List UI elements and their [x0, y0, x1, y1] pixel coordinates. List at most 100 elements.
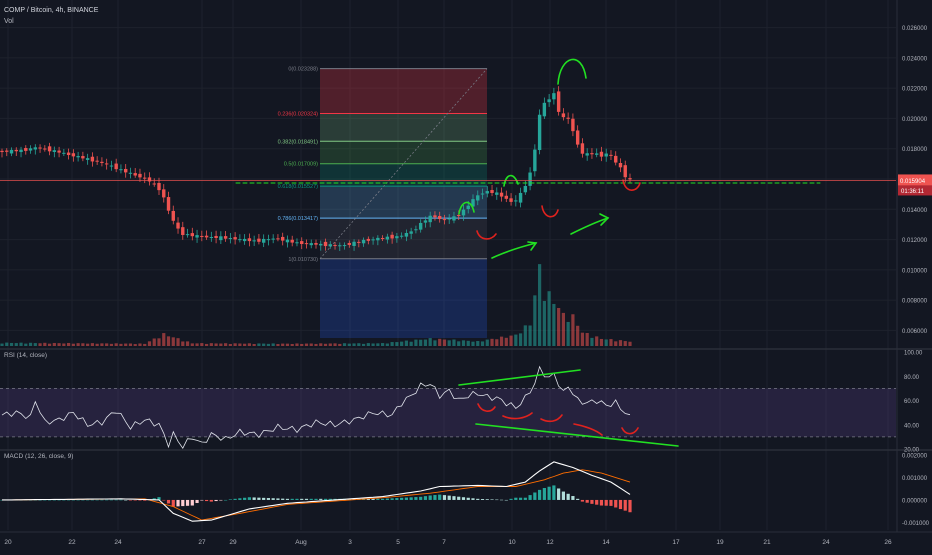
- macd-histogram-bar: [609, 499, 613, 506]
- time-axis-label: 19: [716, 539, 724, 546]
- candle-body: [162, 189, 166, 198]
- candle-body: [190, 233, 195, 237]
- volume-bar: [14, 343, 18, 346]
- candlestick-series: [0, 86, 632, 251]
- volume-bar: [319, 343, 323, 346]
- candle-body: [233, 237, 237, 240]
- macd-axis-label: 0.002000: [902, 454, 928, 460]
- fib-projection-zone: [320, 258, 487, 338]
- volume-bar: [176, 338, 180, 346]
- candle-body: [575, 130, 580, 145]
- volume-bar: [490, 338, 494, 346]
- fib-level-label: 0.786(0.013417): [278, 216, 319, 222]
- fibonacci-retracement[interactable]: 0(0.023288) 0.236(0.020324) 0.382(0.018491…: [278, 67, 488, 338]
- macd-histogram-bar: [219, 499, 223, 501]
- rsi-pane[interactable]: [0, 365, 896, 449]
- fib-level-label: 1(0.010730): [288, 257, 318, 263]
- candle-body: [204, 235, 209, 238]
- volume-bar: [281, 343, 285, 346]
- volume-bar: [566, 321, 570, 346]
- macd-histogram-bar: [542, 488, 546, 500]
- candle-body: [533, 149, 537, 172]
- volume-bar: [366, 343, 370, 346]
- candle-body: [452, 216, 456, 221]
- macd-pane[interactable]: [0, 461, 632, 522]
- candle-body: [223, 236, 228, 239]
- fib-band: [320, 141, 487, 164]
- macd-histogram-bar: [566, 493, 570, 500]
- candle-body: [242, 238, 247, 242]
- macd-histogram-bar: [214, 499, 218, 502]
- volume-bar: [47, 343, 52, 346]
- macd-histogram-bar: [523, 497, 527, 500]
- candle-body: [357, 241, 361, 243]
- candle-body: [257, 238, 261, 242]
- volume-bar: [114, 343, 118, 346]
- rsi-axis-label: 100.00: [904, 351, 923, 357]
- candle-body: [123, 168, 128, 173]
- volume-bar: [595, 336, 599, 346]
- candle-body: [623, 165, 627, 178]
- macd-histogram-bar: [209, 499, 213, 502]
- candle-body: [300, 241, 304, 245]
- volume-bar: [185, 341, 190, 346]
- macd-histogram-bar: [452, 496, 456, 500]
- volume-bar: [105, 343, 109, 346]
- macd-histogram-bar: [395, 498, 399, 500]
- candle-body: [271, 238, 275, 240]
- candle-body: [138, 173, 142, 178]
- macd-histogram-bar: [266, 498, 271, 500]
- volume-bar: [428, 338, 432, 346]
- candle-body: [238, 239, 242, 241]
- macd-histogram-bar: [71, 499, 75, 501]
- volume-bar: [438, 338, 442, 346]
- volume-bar: [290, 343, 294, 346]
- volume-bar: [590, 337, 594, 346]
- macd-histogram-bar: [114, 499, 118, 501]
- rsi-axis-label: 40.00: [904, 423, 920, 429]
- candle-body: [76, 156, 80, 158]
- volume-bars: [0, 264, 632, 346]
- macd-histogram-bar: [138, 499, 142, 501]
- candle-body: [342, 245, 347, 247]
- candle-body: [447, 218, 451, 220]
- macd-histogram-bar: [390, 498, 394, 500]
- macd-histogram-bar: [228, 499, 232, 500]
- time-axis-label: 12: [546, 539, 554, 546]
- volume-bar: [338, 343, 342, 346]
- candle-body: [457, 214, 461, 216]
- candle-body: [385, 236, 390, 240]
- candle-body: [24, 148, 28, 151]
- volume-bar: [557, 307, 561, 346]
- candle-body: [228, 238, 233, 240]
- candle-body: [480, 193, 485, 195]
- price-axis-label: 0.014000: [902, 208, 928, 214]
- volume-bar: [247, 343, 251, 346]
- macd-histogram-bar: [509, 498, 513, 500]
- macd-histogram-bar: [328, 498, 332, 500]
- macd-histogram-bar: [52, 499, 56, 501]
- candle-body: [580, 143, 585, 154]
- volume-bar: [495, 339, 499, 346]
- peak-arch-annotation: [503, 174, 519, 187]
- volume-bar: [333, 343, 337, 346]
- candle-body: [366, 238, 371, 241]
- candle-body: [214, 235, 218, 239]
- price-axis-label: 0.012000: [902, 238, 928, 244]
- time-axis-label: 26: [884, 539, 892, 546]
- candle-body: [295, 242, 299, 244]
- macd-histogram-bar: [371, 498, 375, 500]
- fib-level-label: 0.236(0.020324): [278, 112, 319, 118]
- volume-bar: [381, 343, 385, 346]
- volume-bar: [33, 343, 37, 346]
- volume-bar: [214, 343, 218, 346]
- time-axis-label: 20: [4, 539, 12, 546]
- price-axis-label: 0.022000: [902, 87, 928, 93]
- volume-bar: [457, 341, 461, 346]
- volume-bar: [342, 343, 347, 346]
- volume-bar: [0, 343, 4, 346]
- rsi-title: RSI (14, close): [4, 352, 47, 359]
- candle-body: [514, 200, 518, 202]
- volume-bar: [628, 341, 632, 346]
